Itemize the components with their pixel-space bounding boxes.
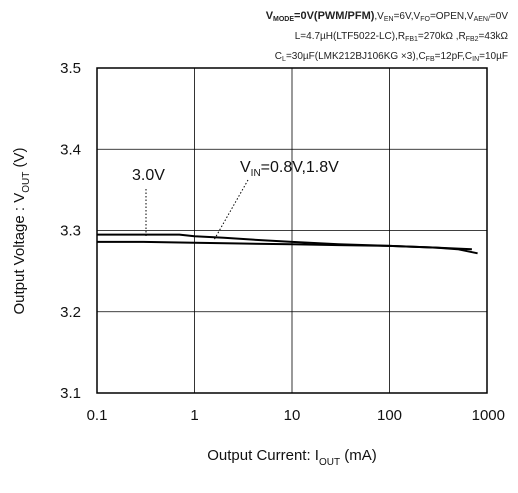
conditions-line-1: VMODE=0V(PWM/PFM),VEN=6V,VFO=OPEN,VAEN/=… (266, 10, 509, 23)
x-tick-label-2: 10 (284, 407, 301, 424)
y-tick-labels: 3.1 3.2 3.3 3.4 3.5 (60, 60, 81, 402)
y-tick-label-2: 3.3 (60, 223, 81, 240)
x-axis-label: Output Current: IOUT (mA) (207, 447, 377, 468)
x-tick-label-1: 1 (190, 407, 198, 424)
y-tick-label-1: 3.2 (60, 304, 81, 321)
x-tick-labels: 0.1 1 10 100 1000 (87, 407, 505, 424)
y-tick-label-3: 3.4 (60, 141, 81, 158)
y-tick-label-0: 3.1 (60, 385, 81, 402)
y-axis-label: Output Voltage : VOUT (V) (11, 147, 32, 314)
annotation-vin-3v: 3.0V (132, 167, 165, 184)
y-tick-label-4: 3.5 (60, 60, 81, 77)
series-line-1 (97, 240, 478, 255)
x-tick-label-4: 1000 (472, 407, 505, 424)
conditions-line-3: CL=30µF(LMK212BJ106KG ×3),CFB=12pF,CIN=1… (275, 51, 508, 63)
plot-frame (96, 67, 488, 394)
series-group (97, 233, 478, 255)
annotation-leader-vin (213, 179, 249, 241)
grid (96, 67, 488, 394)
annotation-vin-low: VIN=0.8V,1.8V (240, 159, 339, 179)
x-tick-label-3: 100 (377, 407, 402, 424)
conditions-line-2: L=4.7µH(LTF5022-LC),RFB1=270kΩ ,RFB2=43k… (295, 31, 509, 43)
x-tick-label-0: 0.1 (87, 407, 108, 424)
